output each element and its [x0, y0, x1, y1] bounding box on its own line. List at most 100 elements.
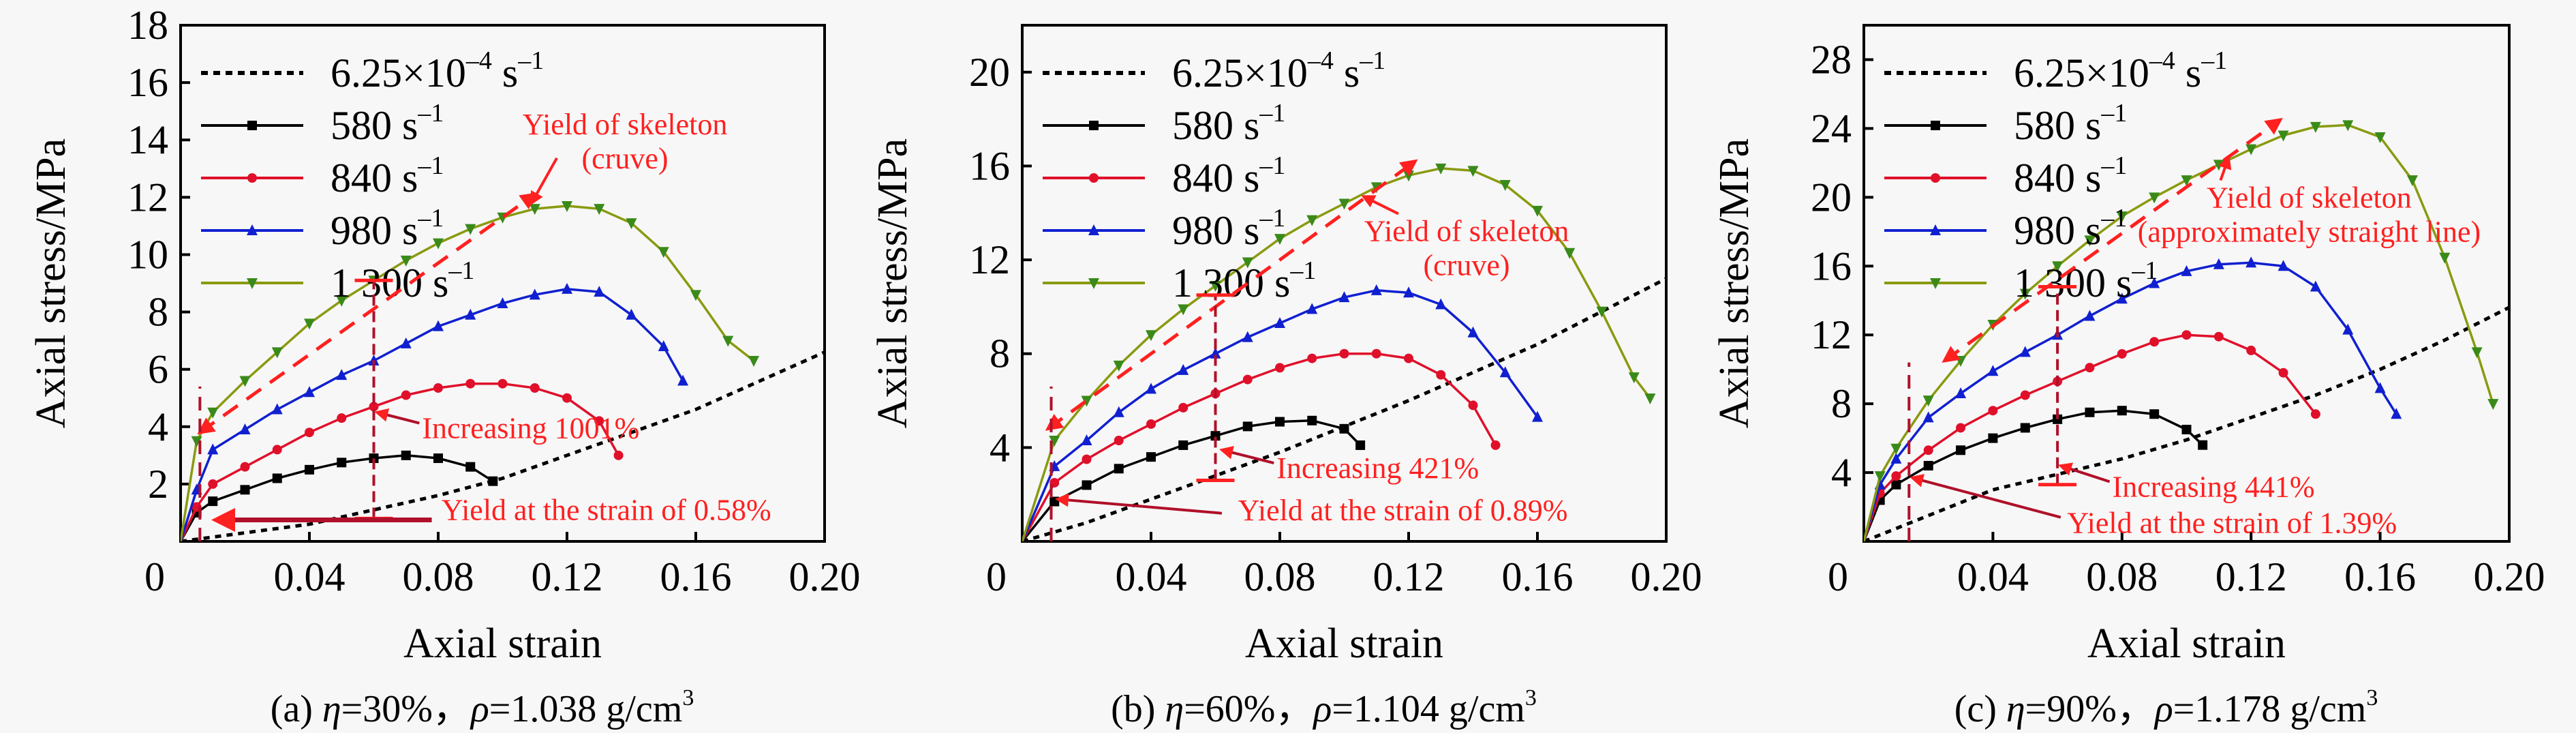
- series-4-point: [1890, 443, 1902, 455]
- y-tick-label: 16: [127, 60, 168, 105]
- plot-frame: [179, 24, 826, 543]
- y-tick-label: 16: [1811, 243, 1852, 288]
- series-4-point: [1874, 471, 1886, 483]
- series-4-point: [2439, 252, 2451, 264]
- series-2-point: [562, 393, 572, 403]
- legend-base: 840: [331, 155, 392, 200]
- panel-c: 4 8 12 16 20 24 28 0.04 0.08 0.12 0.16 0.20 0 Axial s…: [1711, 24, 2545, 730]
- legend-unit: s: [1334, 50, 1360, 95]
- caption-superscript: 3: [682, 685, 694, 710]
- series-4-point: [2406, 175, 2418, 187]
- series-1-point: [2053, 414, 2063, 424]
- legend-unit: s: [2175, 50, 2201, 95]
- legend-exponent: –4: [1307, 46, 1334, 75]
- legend-unit-exponent: –1: [2100, 99, 2127, 128]
- series-1-point: [1275, 417, 1285, 427]
- series-1-point: [1339, 423, 1349, 434]
- legend-marker: [1931, 173, 1940, 183]
- series-3-point: [207, 443, 219, 455]
- annotations: Yield of skeleton(cruve) Increasing 1001%…: [197, 108, 771, 541]
- series-1-point: [1891, 479, 1901, 490]
- annotations: Yield of skeleton(cruve) Increasing 421% Y…: [1045, 159, 1569, 541]
- y-tick-label: 20: [969, 50, 1010, 95]
- caption-rho-value: =1.178 g/cm: [2173, 688, 2367, 730]
- series-3-point: [2342, 323, 2354, 335]
- x-tick-label: 0.08: [2086, 554, 2158, 599]
- caption-rho-symbol: ρ: [2153, 688, 2173, 730]
- data-layer: [181, 200, 825, 541]
- legend-base: 840: [1172, 155, 1233, 200]
- legend-unit-exponent: –1: [517, 46, 544, 75]
- legend-base: 980: [2014, 208, 2075, 253]
- series-4-point: [748, 356, 760, 368]
- caption-rho-symbol: ρ: [470, 688, 489, 730]
- series-3-point: [1987, 365, 1999, 376]
- series-3-point: [1435, 298, 1447, 310]
- y-tick-label: 12: [1811, 312, 1852, 357]
- series-2-point: [613, 450, 624, 460]
- y-axis-title: Axial stress/MPa: [28, 138, 74, 428]
- series-3-point: [239, 423, 251, 434]
- legend-unit: s: [392, 208, 418, 253]
- series-4-point: [1922, 395, 1934, 407]
- y-tick-label: 20: [1811, 175, 1852, 220]
- series-2-point: [530, 383, 540, 393]
- series-4-point: [1467, 166, 1479, 177]
- series-1-point: [2149, 409, 2160, 419]
- series-4-point: [2471, 347, 2483, 359]
- yield-arrow: [1910, 474, 2061, 519]
- legend-unit-exponent: –1: [2100, 151, 2127, 180]
- series-1-point: [1146, 452, 1156, 462]
- series-4-point: [690, 290, 701, 301]
- series-1-point: [1082, 480, 1092, 490]
- caption-rho-value: =1.038 g/cm: [489, 688, 683, 730]
- plot-frame: [1862, 24, 2511, 543]
- caption-eta-symbol: η: [1165, 688, 1184, 730]
- series-4-point: [1628, 372, 1640, 384]
- series-2-point: [2117, 348, 2127, 359]
- series-2-point: [305, 428, 314, 438]
- x-tick-label: 0.12: [2215, 554, 2287, 599]
- caption-prefix: (c): [1954, 688, 2006, 730]
- series-3-point: [1146, 383, 1156, 394]
- legend-unit: s: [1233, 103, 1259, 148]
- skeleton-tangent-line: [197, 192, 538, 435]
- series-3-point: [304, 386, 315, 398]
- legend-unit: s: [392, 103, 418, 148]
- legend-exponent: –4: [2149, 46, 2175, 75]
- legend-base: 6.25×10: [1172, 50, 1308, 95]
- series-2-point: [2246, 345, 2256, 355]
- origin-label: 0: [1828, 554, 1848, 599]
- series-4-point: [1435, 163, 1447, 175]
- series-1-point: [208, 496, 218, 507]
- series-2-point: [1082, 454, 1092, 464]
- series-2-point: [401, 390, 411, 400]
- skeleton-label-line2: (cruve): [582, 142, 669, 175]
- caption-prefix: (a): [271, 688, 322, 730]
- panel-a: 2 4 6 8 10 12 14 16 18 0.04 0.08 0.12 0.16 0.20 0 Axial…: [28, 3, 861, 730]
- skeleton-label-line2: (approximately straight line): [2138, 215, 2481, 248]
- series-4-point: [562, 200, 572, 212]
- legend-unit-exponent: –1: [1259, 151, 1285, 180]
- series-1-point: [1923, 460, 1933, 470]
- series-3-point: [2084, 310, 2096, 321]
- panel-caption: (a) η=30%，ρ=1.038 g/cm3: [271, 685, 694, 730]
- legend-unit-exponent: –1: [448, 256, 474, 285]
- legend-entry: 1 300 s–1: [1172, 256, 1316, 305]
- series-3-point: [594, 286, 605, 297]
- x-tick-label: 0.16: [1502, 554, 1574, 599]
- legend-entry: 980 s–1: [331, 204, 444, 253]
- caption-eta-value: =90%，: [2025, 688, 2155, 730]
- legend-unit-exponent: –1: [417, 204, 444, 233]
- series-1-point: [2198, 440, 2208, 450]
- series-4-point: [2374, 132, 2386, 144]
- x-axis-title: Axial strain: [403, 620, 602, 667]
- panel-caption: (b) η=60%，ρ=1.104 g/cm3: [1111, 685, 1537, 730]
- legend-unit: s: [1233, 155, 1259, 200]
- series-1-point: [1178, 440, 1189, 450]
- y-tick-label: 14: [127, 117, 168, 162]
- x-tick-label: 0.12: [532, 554, 603, 599]
- series-2-point: [465, 378, 476, 389]
- skeleton-arrow: [2218, 155, 2232, 181]
